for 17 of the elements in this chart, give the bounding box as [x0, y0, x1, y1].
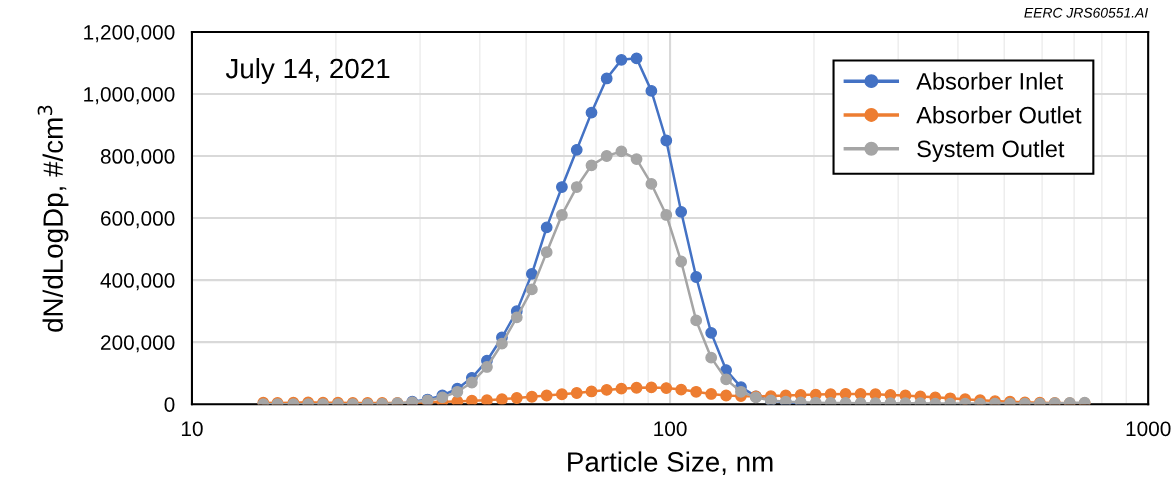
legend-label: Absorber Inlet — [916, 72, 1063, 90]
y-tick-label: 800,000 — [100, 149, 175, 167]
y-tick-label: 600,000 — [101, 211, 175, 229]
y-tick-label: 0 — [164, 397, 175, 412]
y-tick-label: 400,000 — [100, 273, 175, 291]
x-tick-label: 10 — [181, 421, 203, 437]
text: EERC JRS60551.AI — [1024, 7, 1149, 18]
y-tick-label: 200,000 — [101, 335, 175, 353]
y-tick-label: 1,200,000 — [84, 24, 175, 43]
x-tick-label: 1000 — [1126, 421, 1171, 437]
legend-label: System Outlet — [917, 139, 1065, 162]
y-tick-label: 1,000,000 — [84, 86, 175, 105]
legend-label: Absorber Outlet — [916, 106, 1082, 124]
annotation: July 14, 2021 — [225, 57, 390, 84]
x-axis-title: Particle Size, nm — [568, 451, 773, 476]
x-tick-label: 100 — [654, 421, 687, 437]
y-axis-title: dN/dLogDp, #/cm$^{3}$ — [37, 105, 69, 332]
